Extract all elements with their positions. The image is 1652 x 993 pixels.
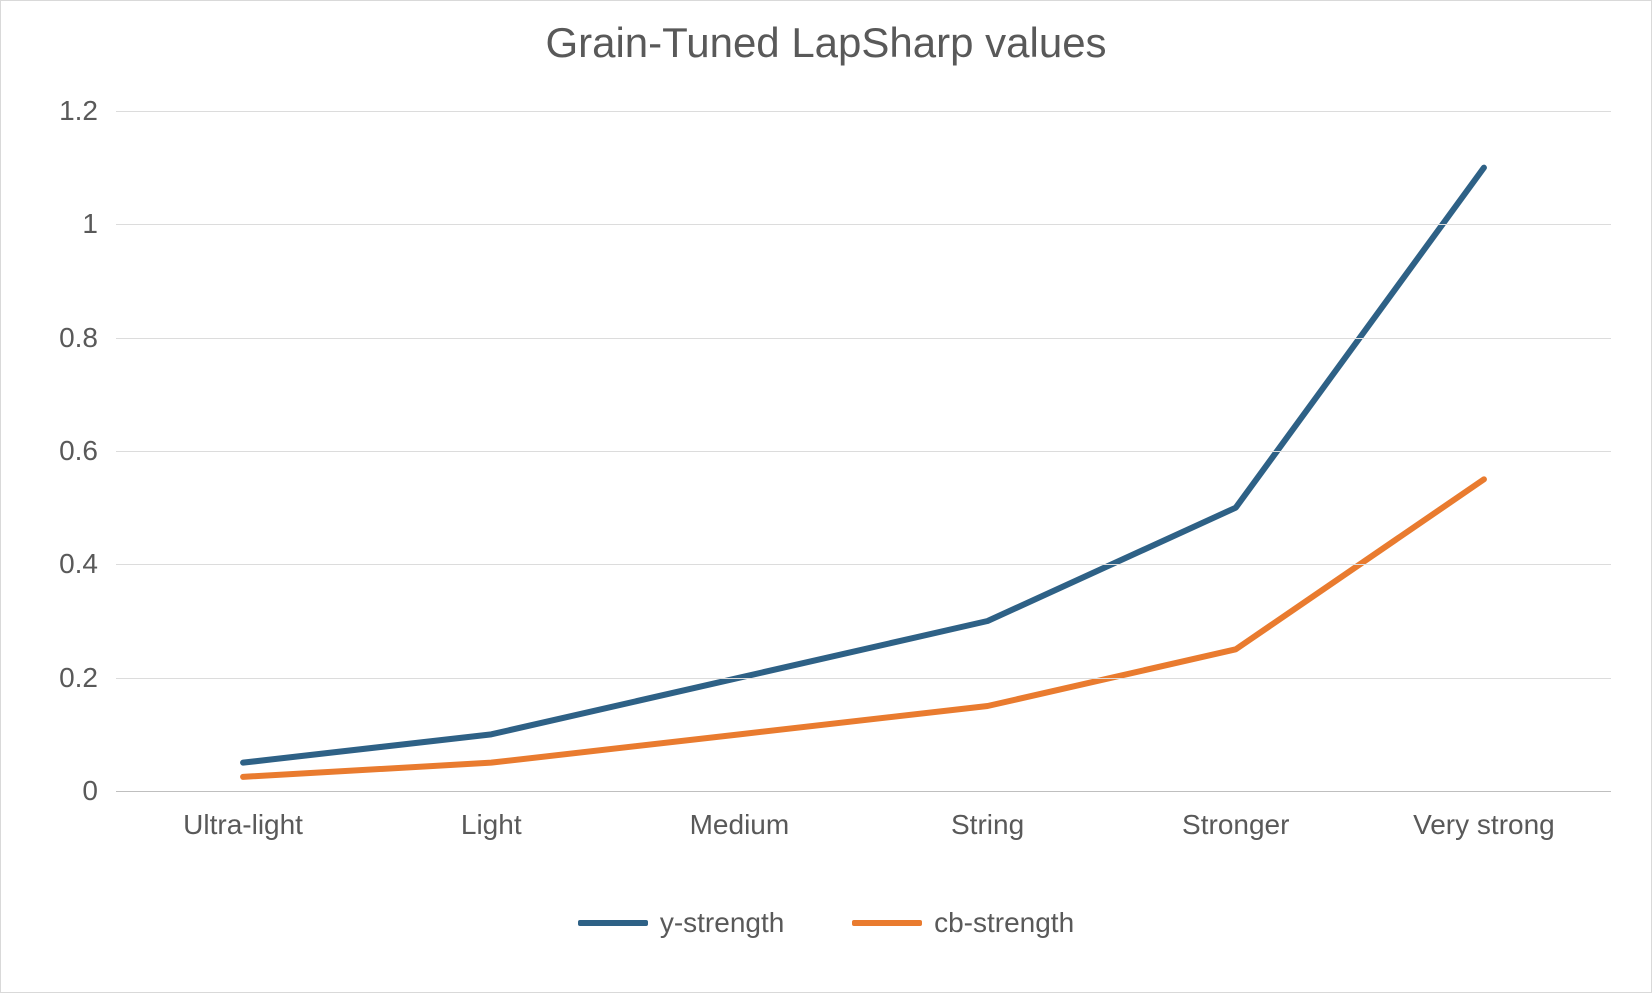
gridline: [116, 224, 1611, 225]
x-tick-label: Ultra-light: [183, 791, 303, 841]
x-tick-label: String: [951, 791, 1024, 841]
legend-item-y-strength: y-strength: [578, 907, 785, 939]
gridline: [116, 564, 1611, 565]
legend-item-cb-strength: cb-strength: [852, 907, 1074, 939]
x-axis-line: [116, 791, 1611, 792]
gridline: [116, 451, 1611, 452]
y-tick-label: 0.2: [59, 662, 116, 694]
x-tick-label: Medium: [690, 791, 790, 841]
legend: y-strength cb-strength: [1, 901, 1651, 939]
legend-label-y-strength: y-strength: [660, 907, 785, 939]
x-tick-label: Very strong: [1413, 791, 1555, 841]
y-tick-label: 0: [82, 775, 116, 807]
y-tick-label: 0.4: [59, 548, 116, 580]
y-tick-label: 0.8: [59, 322, 116, 354]
legend-swatch-y-strength: [578, 920, 648, 926]
series-line-y-strength: [243, 168, 1484, 763]
y-tick-label: 1: [82, 208, 116, 240]
legend-swatch-cb-strength: [852, 920, 922, 926]
y-tick-label: 1.2: [59, 95, 116, 127]
chart-frame: Grain-Tuned LapSharp values 00.20.40.60.…: [0, 0, 1652, 993]
x-tick-label: Light: [461, 791, 522, 841]
gridline: [116, 111, 1611, 112]
gridline: [116, 678, 1611, 679]
plot-area: 00.20.40.60.811.2Ultra-lightLightMediumS…: [116, 111, 1611, 791]
series-line-cb-strength: [243, 479, 1484, 776]
gridline: [116, 338, 1611, 339]
y-tick-label: 0.6: [59, 435, 116, 467]
chart-title: Grain-Tuned LapSharp values: [1, 19, 1651, 67]
x-tick-label: Stronger: [1182, 791, 1289, 841]
legend-label-cb-strength: cb-strength: [934, 907, 1074, 939]
